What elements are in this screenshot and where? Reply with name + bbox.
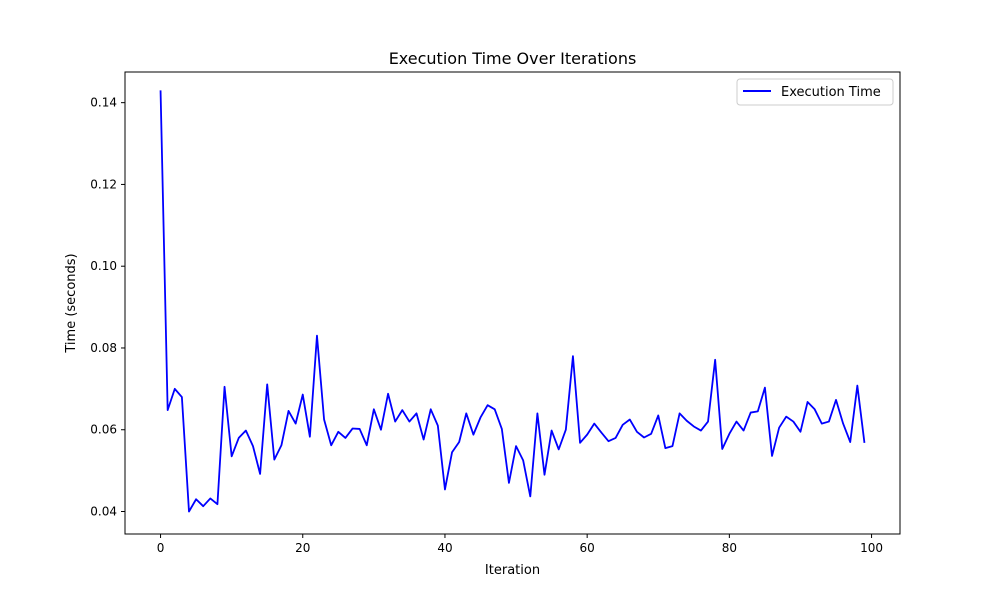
y-tick-label: 0.10 [90,259,117,273]
series-line-execution-time [159,90,866,513]
plot-area [159,90,866,513]
x-tick-label: 40 [437,541,452,555]
x-tick-label: 0 [157,541,165,555]
x-tick-label: 20 [295,541,310,555]
y-tick-label: 0.14 [90,96,117,110]
x-tick-label: 80 [722,541,737,555]
x-axis-label: Iteration [485,563,540,578]
x-tick-label: 100 [860,541,883,555]
legend-box [736,78,894,106]
axes-frame [124,71,901,535]
y-tick-label: 0.08 [90,341,117,355]
y-axis-label: Time (seconds) [64,253,79,353]
chart-title: Execution Time Over Iterations [389,49,637,68]
legend-label-execution-time: Execution Time [781,85,881,100]
legend: Execution Time [736,78,894,106]
y-tick-label: 0.12 [90,177,117,191]
y-tick-label: 0.06 [90,423,117,437]
y-tick-label: 0.04 [90,505,117,519]
y-axis-ticks: 0.04 0.06 0.08 0.10 0.12 0.14 [90,96,125,519]
x-tick-label: 60 [580,541,595,555]
x-axis-ticks: 0 20 40 60 80 100 [157,534,883,555]
